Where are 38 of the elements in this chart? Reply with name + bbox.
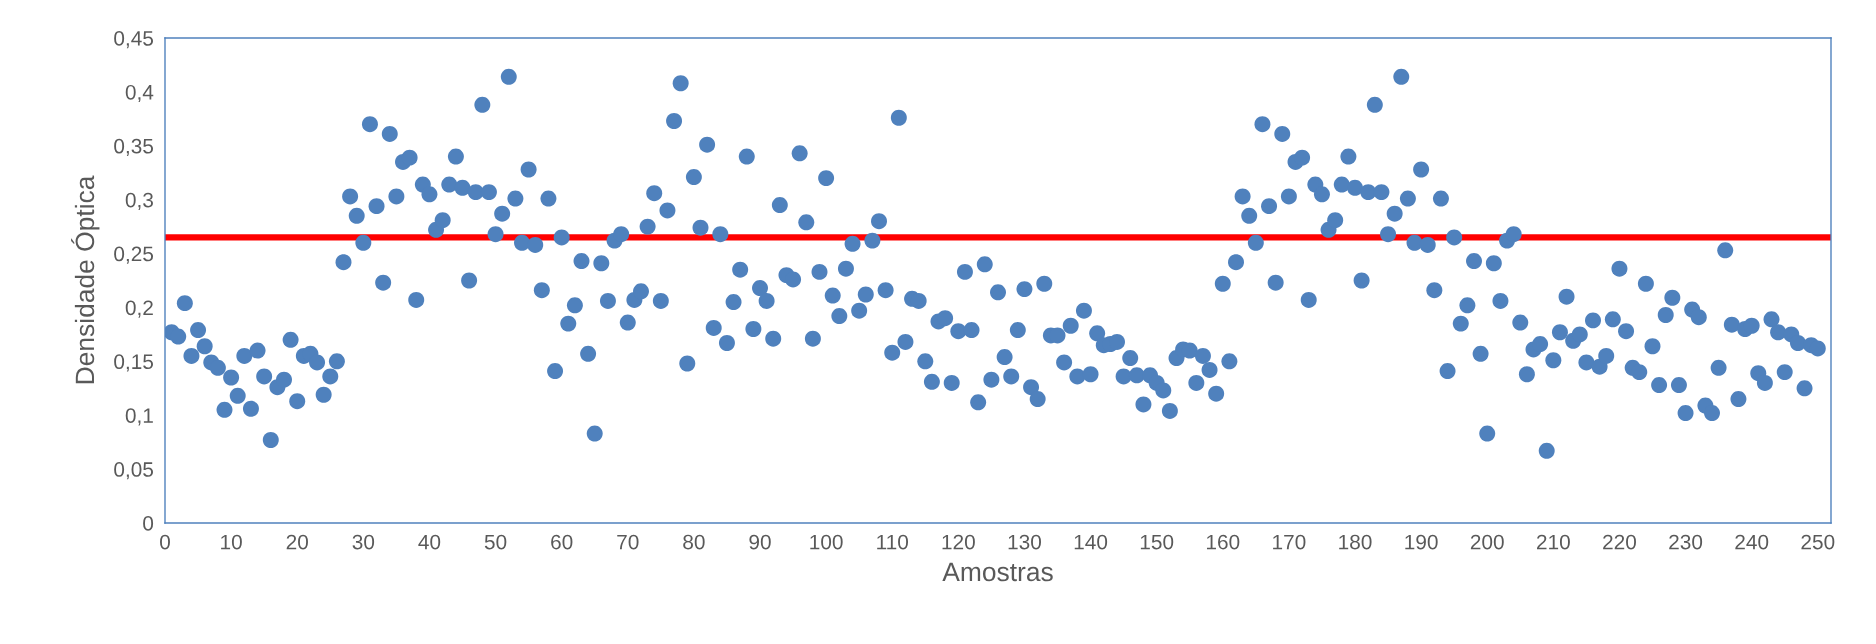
x-tick-label: 90 [749, 534, 771, 550]
y-tick-label: 0,45 [114, 31, 154, 49]
x-tick-label: 0 [160, 534, 170, 550]
y-tick-label: 0,1 [125, 408, 153, 426]
y-tick-label: 0,3 [125, 192, 153, 210]
x-tick-label: 40 [418, 534, 441, 550]
x-tick-label: 170 [1273, 534, 1306, 550]
x-tick-label: 180 [1339, 534, 1372, 550]
x-tick-label: 30 [352, 534, 375, 550]
x-tick-label: 110 [877, 534, 909, 550]
x-tick-label: 190 [1405, 534, 1438, 550]
x-tick-label: 220 [1603, 534, 1637, 550]
x-tick-label: 60 [551, 534, 573, 550]
x-tick-label: 200 [1470, 534, 1504, 550]
y-tick-label: 0,25 [114, 246, 154, 264]
x-tick-label: 50 [484, 534, 507, 550]
x-tick-label: 210 [1537, 534, 1570, 550]
x-tick-label: 150 [1140, 534, 1174, 550]
x-tick-label: 240 [1735, 534, 1769, 550]
x-tick-label: 70 [617, 534, 639, 550]
x-tick-label: 130 [1008, 534, 1042, 550]
x-tick-label: 100 [810, 534, 843, 550]
x-tick-label: 230 [1669, 534, 1703, 550]
y-tick-label: 0,2 [125, 300, 153, 318]
x-tick-label: 120 [942, 534, 975, 550]
y-tick-label: 0,05 [114, 462, 154, 480]
y-tick-label: 0,4 [125, 84, 154, 103]
x-axis-title: Amostras [942, 562, 1053, 582]
x-tick-label: 80 [683, 534, 705, 550]
x-tick-label: 20 [286, 534, 308, 550]
y-tick-label: 0,35 [114, 138, 154, 156]
y-tick-label: 0 [143, 516, 154, 531]
x-tick-label: 160 [1206, 534, 1240, 550]
x-tick-label: 140 [1074, 534, 1108, 550]
y-axis-title: Densidade Óptica [71, 175, 100, 384]
x-tick-label: 250 [1801, 534, 1835, 550]
x-tick-label: 10 [221, 534, 242, 550]
y-tick-label: 0,15 [114, 354, 154, 372]
